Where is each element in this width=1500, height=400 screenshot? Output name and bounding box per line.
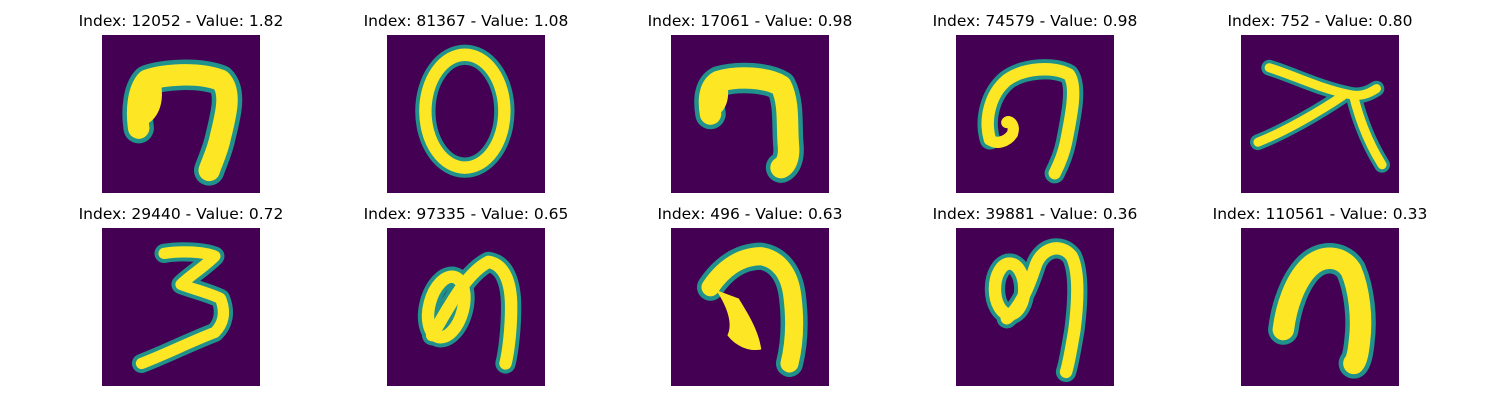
digit-glyph [977,59,1084,184]
panel-title: Index: 17061 - Value: 0.98 [647,12,853,30]
digit-glyph [984,238,1088,383]
digit-image [102,228,260,386]
digit-glyph [696,242,808,377]
digit-glyph [131,242,234,374]
panel-title: Index: 74579 - Value: 0.98 [932,12,1138,30]
digit-glyph [415,44,515,178]
panel-title: Index: 496 - Value: 0.63 [657,205,843,223]
digit-image [956,228,1114,386]
panel-title: Index: 81367 - Value: 1.08 [363,12,569,30]
panel-title: Index: 110561 - Value: 0.33 [1212,205,1428,223]
digit-image [956,35,1114,193]
digit-image [102,35,260,193]
digit-glyph [1268,243,1376,379]
panel-title: Index: 752 - Value: 0.80 [1227,12,1413,30]
digit-glyph [1250,59,1390,173]
panel-title: Index: 12052 - Value: 1.82 [78,12,284,30]
digit-image [1241,35,1399,193]
digit-glyph [417,251,522,374]
digit-image [387,35,545,193]
panel-title: Index: 29440 - Value: 0.72 [78,205,284,223]
digit-glyph [122,59,243,186]
digit-image [671,35,829,193]
digit-glyph [694,62,804,183]
digit-image [671,228,829,386]
digit-image [1241,228,1399,386]
panel-title: Index: 39881 - Value: 0.36 [932,205,1138,223]
digit-image [387,228,545,386]
panel-title: Index: 97335 - Value: 0.65 [363,205,569,223]
